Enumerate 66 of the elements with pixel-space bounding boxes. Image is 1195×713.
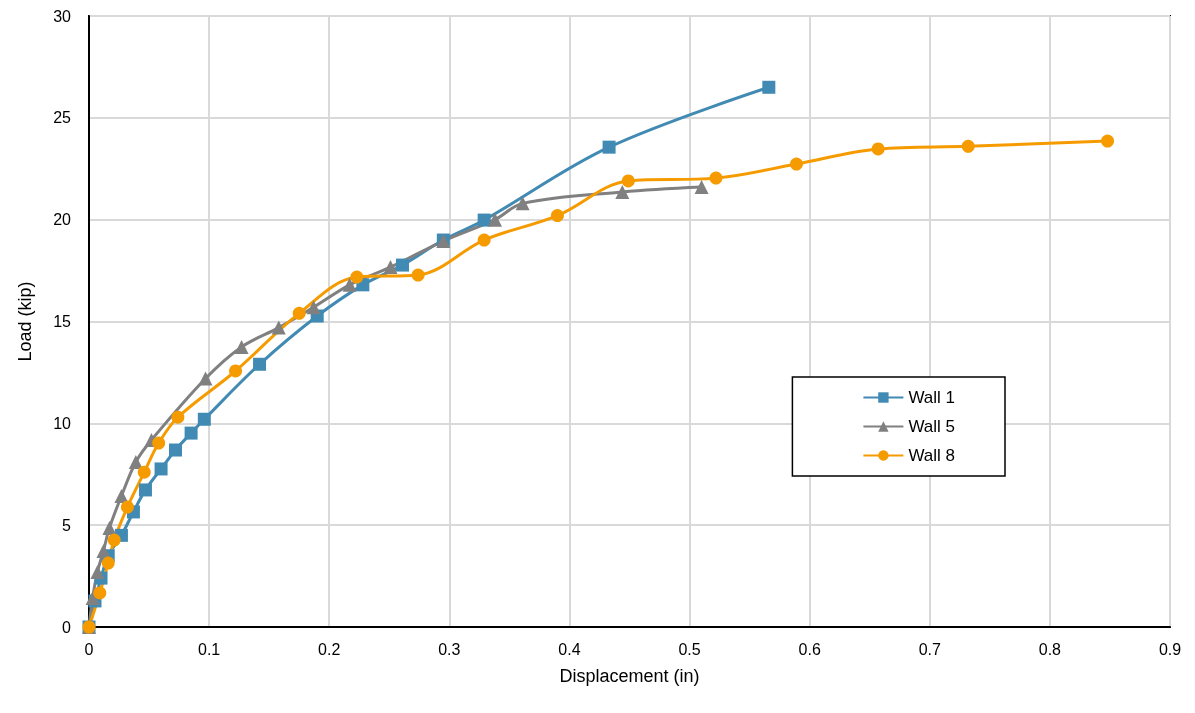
x-tick-label: 0.6 [798,640,821,658]
point [198,371,213,386]
point [120,500,134,514]
x-tick-label: 0.3 [438,640,461,658]
x-tick-label: 0.2 [318,640,341,658]
point [152,436,166,450]
point [93,586,107,600]
point [871,142,885,156]
point [961,139,975,153]
point [477,213,491,227]
point [102,521,117,536]
point [789,157,803,171]
point [342,277,357,292]
legend-label: Wall 1 [908,388,956,407]
point [154,462,168,476]
point [197,412,211,426]
point [138,483,152,497]
point [621,174,635,188]
point [96,544,111,559]
y-tick-label: 0 [62,618,72,636]
x-tick-label: 0.1 [197,640,221,658]
y-tick-label: 10 [53,414,72,432]
y-tick-label: 30 [53,7,72,25]
y-axis-title: Load (kip) [15,281,35,362]
point [350,270,364,284]
x-axis-title: Displacement (in) [559,666,700,686]
point [171,410,185,424]
legend-label: Wall 5 [908,417,956,436]
y-tick-label: 15 [53,313,72,330]
point [90,565,105,580]
legend-label: Wall 8 [908,446,956,465]
point [271,320,286,335]
point [477,233,491,247]
x-tick-label: 0.7 [918,640,941,658]
point [114,489,129,504]
point [101,556,115,570]
point [615,184,630,199]
x-tick-label: 0.4 [558,640,581,658]
point [383,260,398,275]
x-tick-label: 0 [84,640,94,658]
point [168,443,182,457]
point [229,364,243,378]
point [694,180,709,195]
point [1101,134,1115,148]
point [395,258,409,272]
point [234,339,249,354]
point [762,80,776,94]
point [515,196,530,211]
y-tick-label: 20 [53,211,72,229]
x-tick-label: 0.9 [1158,640,1182,658]
point [253,357,267,371]
point [602,140,616,154]
point [107,533,121,547]
point [306,300,321,315]
point [128,455,143,470]
point [184,426,198,440]
point [411,268,425,282]
point [709,171,723,185]
point [487,212,502,227]
point [137,465,151,479]
y-tick-label: 5 [62,516,72,534]
point [292,306,306,320]
x-tick-label: 0.8 [1038,640,1062,658]
y-tick-label: 25 [53,109,72,127]
point [550,209,564,223]
x-tick-label: 0.5 [678,640,701,658]
